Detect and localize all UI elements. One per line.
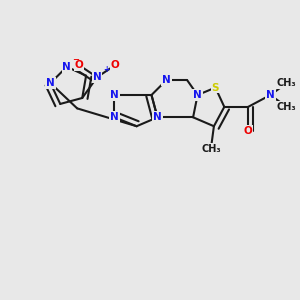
Text: O: O — [244, 126, 253, 136]
Text: CH₃: CH₃ — [277, 102, 296, 112]
Text: S: S — [212, 82, 219, 93]
Text: CH₃: CH₃ — [201, 143, 221, 154]
Text: N: N — [110, 112, 119, 122]
Text: N: N — [62, 62, 71, 72]
Text: N: N — [110, 90, 119, 100]
Text: N: N — [162, 75, 171, 85]
Text: N: N — [193, 90, 202, 100]
Text: N: N — [46, 78, 55, 88]
Text: O: O — [75, 60, 84, 70]
Text: CH₃: CH₃ — [277, 78, 296, 88]
Text: N: N — [93, 72, 101, 82]
Text: N: N — [266, 90, 275, 100]
Text: O: O — [111, 60, 119, 70]
Text: N: N — [153, 112, 162, 122]
Text: −: − — [72, 55, 79, 64]
Text: +: + — [103, 65, 110, 74]
